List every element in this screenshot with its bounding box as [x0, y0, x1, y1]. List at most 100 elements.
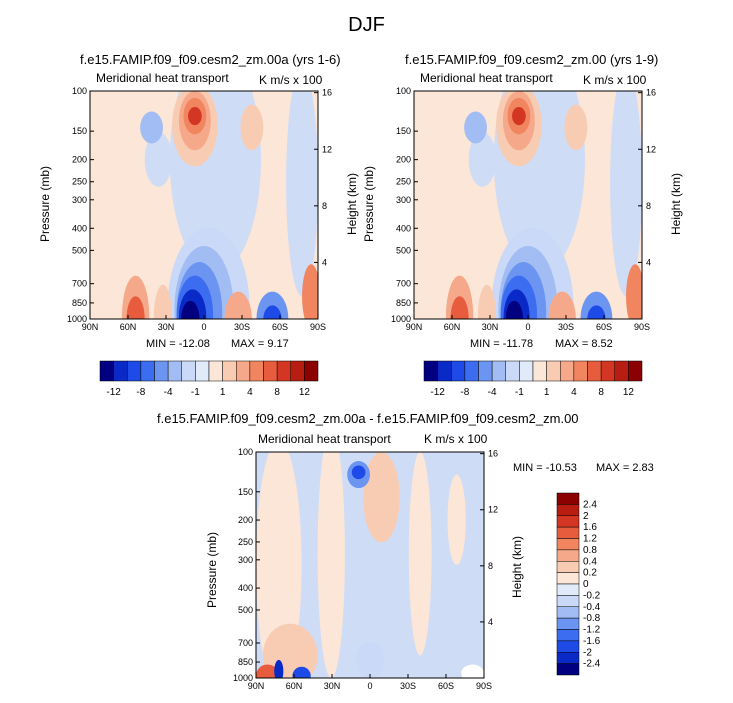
- panel3-y-right-tick-label: 8: [488, 561, 493, 571]
- panel3-max-label: MAX = 2.83: [596, 462, 654, 474]
- panel1-y-right-tick-label: 16: [322, 88, 332, 98]
- colorbar-top-left-swatch: [181, 360, 196, 382]
- panel2-x-tick-label: 0: [525, 322, 530, 332]
- panel3-x-tick-label: 30N: [324, 681, 341, 691]
- colorbar-diff-label: -0.4: [583, 602, 601, 613]
- panel1-contour-blob: [181, 300, 200, 319]
- colorbar-top-right-swatch: [451, 360, 466, 382]
- panel1-y-tick-label: 500: [72, 245, 87, 255]
- colorbar-diff-label: 2: [583, 511, 589, 522]
- panel3-y-tick-label: 700: [238, 638, 253, 648]
- colorbar-diff-label: -1.6: [583, 636, 601, 647]
- panel2-contour-blob: [464, 111, 487, 144]
- panel2-x-tick-label: 30N: [482, 322, 499, 332]
- colorbar-diff-swatch: [556, 617, 580, 630]
- panel3-contour-blob: [317, 452, 345, 678]
- colorbar-top-left-swatch: [167, 360, 182, 382]
- panel2-max-label: MAX = 8.52: [555, 338, 613, 350]
- colorbar-top-right-swatch: [519, 360, 534, 382]
- colorbar-top-right-swatch: [423, 360, 438, 382]
- panel1-y-right-tick-label: 4: [322, 257, 327, 267]
- panel1-variable-label: Meridional heat transport: [96, 71, 229, 85]
- panel3-contour-blob: [356, 641, 384, 678]
- panel2-y-tick-label: 200: [396, 155, 411, 165]
- panel1-y-tick-label: 850: [72, 298, 87, 308]
- panel2-x-tick-label: 30S: [558, 322, 574, 332]
- colorbar-top-right-label: 1: [544, 387, 550, 398]
- panel1-contour-blob: [126, 296, 145, 319]
- colorbar-top-right-label: 12: [623, 387, 635, 398]
- panel2-contour-blob: [450, 296, 469, 319]
- panel3-contour-field: [256, 452, 484, 678]
- colorbar-top-right-label: -4: [488, 387, 497, 398]
- colorbar-diff-label: 0.2: [583, 568, 597, 579]
- colorbar-top-left-swatch: [222, 360, 237, 382]
- colorbar-diff-swatch: [556, 526, 580, 539]
- panel2-contour-blob: [564, 104, 588, 151]
- panel3-contour-blob: [256, 452, 302, 678]
- panel1-y-tick-label: 700: [72, 279, 87, 289]
- colorbar-top-right-swatch: [437, 360, 452, 382]
- panel2-x-tick-label: 60N: [444, 322, 461, 332]
- panel3-x-tick-label: 90S: [476, 681, 492, 691]
- panel3-contour-blob: [292, 666, 311, 678]
- panel3-y-right-tick-label: 4: [488, 617, 493, 627]
- panel1-x-tick-label: 30N: [158, 322, 175, 332]
- panel3-y-tick-label: 300: [238, 555, 253, 565]
- panel3-y-tick-label: 850: [238, 657, 253, 667]
- colorbar-top-right-swatch: [587, 360, 602, 382]
- figure-title: DJF: [348, 14, 385, 36]
- panel1-title: f.e15.FAMIP.f09_f09.cesm2_zm.00a (yrs 1-…: [80, 52, 341, 67]
- panel2-y-tick-label: 250: [396, 177, 411, 187]
- panel2-x-tick-label: 90N: [406, 322, 423, 332]
- panel3-y-tick-label: 150: [238, 487, 253, 497]
- colorbar-diff-swatch: [556, 572, 580, 585]
- panel2-contour-blob: [548, 291, 576, 319]
- panel2-contour-blob: [587, 305, 606, 319]
- panel2-variable-label: Meridional heat transport: [420, 71, 553, 85]
- colorbar-top-right-swatch: [478, 360, 493, 382]
- panel2-y-tick-label: 400: [396, 223, 411, 233]
- colorbar-top-left-swatch: [208, 360, 223, 382]
- colorbar-diff-label: -1.2: [583, 625, 601, 636]
- panel1-contour-blob: [302, 264, 318, 319]
- panel2-title: f.e15.FAMIP.f09_f09.cesm2_zm.00 (yrs 1-9…: [405, 52, 659, 67]
- panel2-min-label: MIN = -11.78: [470, 338, 534, 350]
- colorbar-diff-swatch: [556, 629, 580, 642]
- panel2-contour-blob: [512, 106, 526, 126]
- panel1-contour-blob: [144, 132, 173, 187]
- panel1-contour-blob: [224, 291, 252, 319]
- colorbar-top-right-swatch: [614, 360, 629, 382]
- panel1-y-tick-label: 300: [72, 195, 87, 205]
- colorbar-top-left-label: 8: [274, 387, 280, 398]
- panel2-contour-blob: [626, 264, 642, 319]
- colorbar-top-right-label: 8: [598, 387, 604, 398]
- panel3-contour-blob: [256, 664, 279, 678]
- colorbar-top-left-swatch: [276, 360, 291, 382]
- colorbar-diff-label: 1.2: [583, 534, 597, 545]
- colorbar-top-right-swatch: [628, 360, 643, 382]
- panel2-contour-blob: [468, 132, 497, 187]
- panel2-y-tick-label: 300: [396, 195, 411, 205]
- panel1-contour-blob: [188, 106, 202, 126]
- panel2-contour-field: [414, 91, 642, 319]
- panel3-y-right-tick-label: 12: [488, 505, 498, 515]
- panel3-y-tick-label: 200: [238, 515, 253, 525]
- colorbar-diff-label: 0.4: [583, 556, 597, 567]
- panel2-y-tick-label: 700: [396, 279, 411, 289]
- panel1-min-label: MIN = -12.08: [146, 338, 210, 350]
- colorbar-top-left-label: -4: [164, 387, 173, 398]
- panel2-contour-blob: [505, 300, 523, 319]
- panel1-contour-blob: [140, 111, 163, 144]
- panel2-y-right-tick-label: 16: [646, 88, 656, 98]
- colorbar-top-right-swatch: [573, 360, 588, 382]
- colorbar-diff-label: -0.8: [583, 613, 601, 624]
- panel2-contour-blob: [477, 284, 497, 319]
- panel1-y-tick-label: 1000: [67, 314, 87, 324]
- colorbar-top-right-swatch: [560, 360, 575, 382]
- panel3-y-tick-label: 250: [238, 537, 253, 547]
- panel3-contour-blob: [363, 452, 400, 543]
- panel3-x-tick-label: 0: [367, 681, 372, 691]
- panel3-min-label: MIN = -10.53: [513, 462, 577, 474]
